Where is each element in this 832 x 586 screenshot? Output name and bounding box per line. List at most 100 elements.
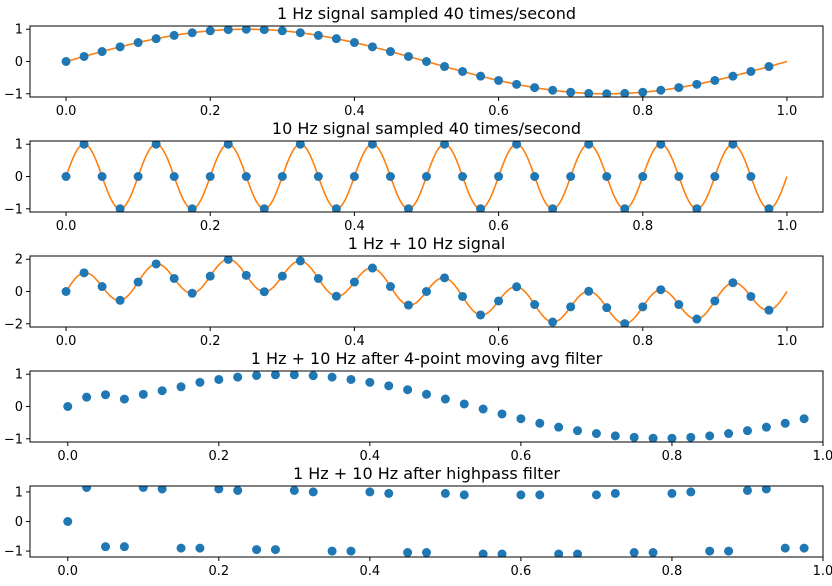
- data-point: [476, 310, 486, 320]
- data-point: [349, 38, 359, 48]
- data-point: [327, 372, 337, 382]
- data-point: [313, 172, 323, 181]
- data-point: [459, 490, 469, 500]
- data-point: [742, 426, 752, 436]
- data-point: [422, 57, 431, 66]
- data-point: [346, 546, 356, 556]
- data-point: [638, 87, 648, 97]
- data-point: [692, 79, 702, 89]
- data-point: [223, 141, 233, 149]
- subplot-3: 1 Hz + 10 Hz signal 0.0 0.2 0.4 0.6 0.8 1.0 2 0 −…: [4, 234, 824, 349]
- data-point: [686, 432, 696, 442]
- data-point: [705, 431, 715, 441]
- data-point: [157, 486, 167, 494]
- data-point: [295, 141, 305, 149]
- subplot-4: 1 Hz + 10 Hz after 4-point moving avg fi…: [4, 349, 832, 464]
- data-point: [566, 87, 576, 97]
- data-point: [101, 390, 111, 400]
- data-point: [384, 381, 394, 391]
- data-point: [476, 71, 486, 81]
- data-point: [259, 26, 269, 35]
- data-point: [674, 172, 684, 181]
- axes-frame: [29, 485, 824, 558]
- y-tick-label: 1: [15, 23, 23, 38]
- data-point: [233, 372, 243, 382]
- data-point: [214, 486, 224, 494]
- data-point: [138, 389, 148, 399]
- data-point: [367, 263, 377, 273]
- data-point: [385, 282, 395, 292]
- data-point: [277, 172, 287, 181]
- data-point: [403, 51, 413, 61]
- data-point: [548, 204, 558, 212]
- data-point: [365, 377, 375, 387]
- data-point: [79, 141, 89, 149]
- y-tick-label: −1: [4, 432, 23, 447]
- data-point: [241, 172, 251, 181]
- x-tick-label: 0.8: [632, 104, 653, 119]
- data-point: [494, 296, 504, 306]
- data-point: [638, 172, 648, 181]
- x-tick-label: 0.4: [344, 219, 365, 234]
- data-point: [169, 30, 179, 40]
- y-tick-label: 2: [15, 253, 23, 268]
- data-point: [746, 172, 756, 181]
- data-point: [97, 172, 107, 181]
- data-point: [187, 204, 197, 212]
- data-point: [761, 422, 771, 432]
- data-point: [535, 418, 545, 428]
- data-point: [115, 42, 125, 52]
- data-point: [367, 42, 377, 52]
- data-point: [535, 490, 545, 500]
- data-point: [169, 273, 179, 283]
- data-point: [403, 548, 413, 557]
- data-point: [270, 545, 280, 555]
- plot-area: [61, 26, 788, 97]
- data-point: [308, 487, 318, 497]
- data-point: [692, 204, 702, 212]
- data-point: [610, 488, 620, 498]
- x-tick-label: 0.2: [200, 104, 221, 119]
- data-point: [674, 83, 684, 93]
- data-point: [214, 374, 224, 384]
- data-point: [252, 371, 262, 380]
- data-point: [403, 385, 413, 395]
- data-point: [97, 282, 107, 292]
- data-point: [710, 172, 720, 181]
- data-point: [223, 26, 233, 35]
- data-point: [710, 75, 720, 85]
- data-point: [422, 172, 431, 181]
- x-tick-label: 0.0: [56, 334, 77, 349]
- data-point: [497, 549, 507, 557]
- data-point: [313, 30, 323, 40]
- data-point: [346, 374, 356, 384]
- y-tick-label: −1: [4, 545, 23, 560]
- data-point: [61, 172, 71, 181]
- data-point: [176, 543, 186, 553]
- data-point: [667, 433, 677, 442]
- x-tick-label: 0.4: [344, 104, 365, 119]
- data-point: [554, 422, 564, 432]
- data-point: [780, 418, 790, 428]
- data-point: [289, 486, 299, 495]
- data-point: [674, 300, 684, 310]
- data-point: [295, 28, 305, 38]
- data-point: [133, 277, 143, 287]
- data-point: [61, 287, 71, 296]
- y-tick-label: 1: [15, 368, 23, 383]
- data-point: [176, 382, 186, 392]
- data-point: [458, 291, 468, 301]
- x-tick-label: 0.8: [632, 219, 653, 234]
- data-point: [799, 414, 809, 424]
- data-point: [746, 66, 756, 76]
- data-point: [648, 433, 658, 442]
- x-tick-label: 0.0: [56, 104, 77, 119]
- subplot-title: 10 Hz signal sampled 40 times/second: [272, 119, 581, 138]
- data-point: [157, 386, 167, 396]
- data-point: [241, 26, 251, 34]
- axes-frame: [29, 370, 824, 443]
- data-point: [422, 548, 431, 557]
- data-point: [764, 62, 774, 72]
- data-point: [327, 546, 337, 556]
- data-point: [742, 486, 752, 495]
